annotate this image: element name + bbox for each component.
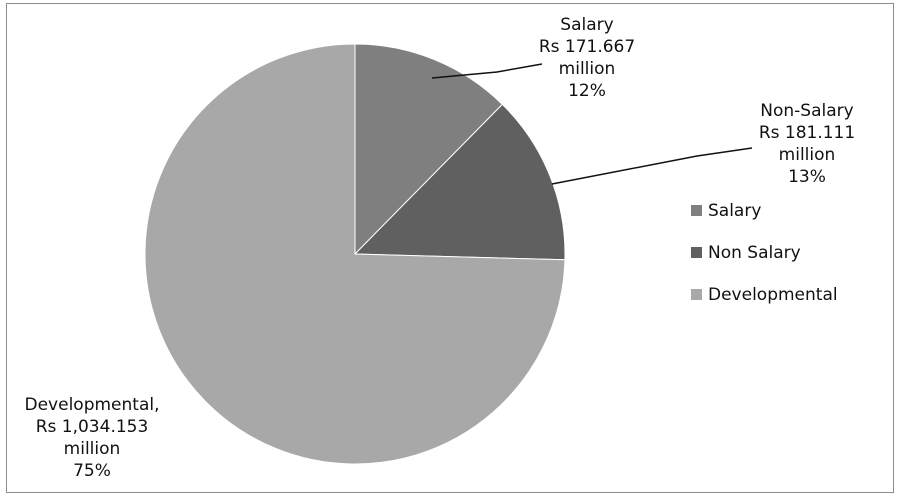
data-label-line: 75%	[73, 461, 111, 481]
chart-frame: Salary Rs 171.667 million 12% Non-Salary Rs 1…	[6, 3, 894, 493]
legend-swatch-non-salary	[691, 247, 702, 258]
legend-swatch-salary	[691, 205, 702, 216]
data-label-non-salary: Non-Salary Rs 181.111 million 13%	[759, 101, 855, 187]
pie-chart: Salary Rs 171.667 million 12%Non-Salary Rs 1…	[25, 15, 856, 481]
data-label-line: 12%	[568, 81, 606, 101]
legend-swatch-developmental	[691, 289, 702, 300]
data-label-line: Non-Salary	[760, 101, 853, 121]
data-label-line: 13%	[788, 167, 826, 187]
legend-label-salary: Salary	[708, 201, 761, 221]
data-label-line: million	[64, 439, 121, 459]
data-labels: Salary Rs 171.667 million 12%Non-Salary Rs 1…	[25, 15, 856, 481]
data-label-line: million	[779, 145, 836, 165]
data-label-line: million	[559, 59, 616, 79]
pie-slice-developmental	[144, 43, 566, 465]
legend-label-developmental: Developmental	[708, 285, 838, 305]
leader-lines	[431, 63, 753, 185]
pie-slices	[144, 43, 566, 465]
pie-slice-non-salary	[353, 103, 566, 261]
data-label-line: Salary	[560, 15, 613, 35]
leader-line-non-salary	[551, 147, 753, 185]
legend: Salary Non Salary Developmental	[691, 201, 838, 305]
pie-slice-salary	[354, 43, 504, 256]
legend-label-non-salary: Non Salary	[708, 243, 801, 263]
leader-line-salary	[431, 63, 543, 79]
data-label-line: Rs 171.667	[539, 37, 635, 57]
data-label-line: Developmental,	[25, 395, 160, 415]
data-label-line: Rs 181.111	[759, 123, 855, 143]
data-label-line: Rs 1,034.153	[36, 417, 149, 437]
data-label-developmental: Developmental, Rs 1,034.153 million 75%	[25, 395, 160, 481]
data-label-salary: Salary Rs 171.667 million 12%	[539, 15, 635, 101]
